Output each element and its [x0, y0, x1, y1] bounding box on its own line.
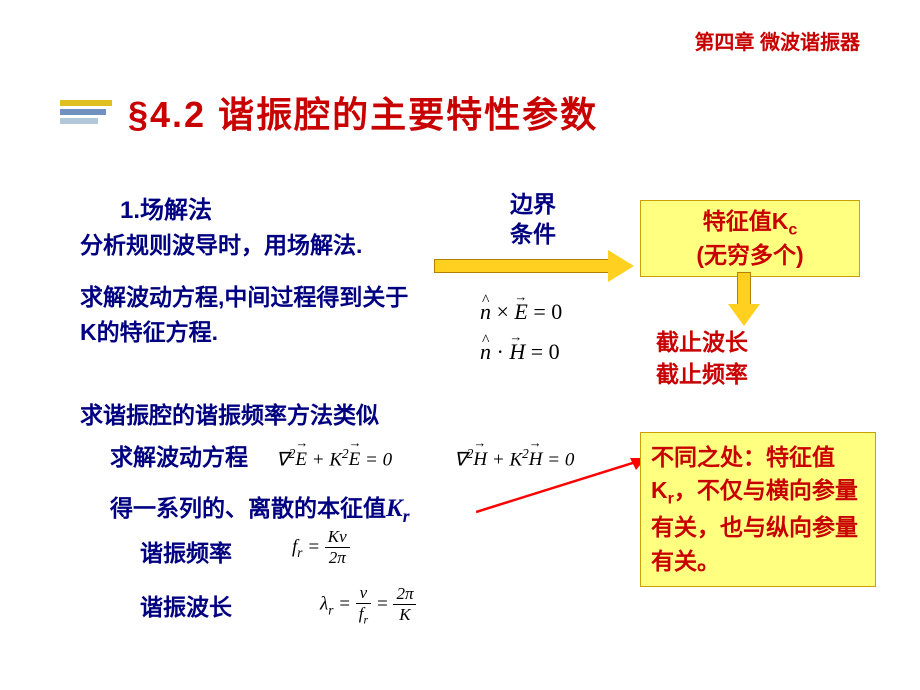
equation-fr: fr = Kv2π — [292, 528, 350, 568]
label-resonant-wavelength: 谐振波长 — [140, 590, 232, 625]
paragraph-2: 求解波动方程,中间过程得到关于K的特征方程. — [80, 280, 420, 349]
label-resonant-frequency: 谐振频率 — [140, 536, 232, 571]
title-bullet-icon — [60, 100, 112, 124]
boundary-equations: n × E = 0 n · H = 0 — [480, 292, 562, 371]
title-row: §4.2 谐振腔的主要特性参数 — [60, 86, 860, 138]
difference-box: 不同之处：特征值Kr，不仅与横向参量有关，也与纵向参量有关。 — [640, 432, 876, 587]
arrow-right-icon — [434, 256, 634, 276]
eigenvalue-box: 特征值Kc (无穷多个) — [640, 200, 860, 277]
chapter-header: 第四章 微波谐振器 — [694, 26, 860, 55]
red-arrow-icon — [476, 456, 646, 516]
page-title: §4.2 谐振腔的主要特性参数 — [128, 86, 598, 138]
cutoff-label: 截止波长截止频率 — [656, 326, 748, 390]
paragraph-3: 求谐振腔的谐振频率方法类似 — [80, 398, 379, 433]
section-1-heading: 1.场解法 — [120, 190, 212, 225]
paragraph-5: 得一系列的、离散的本征值Kr — [110, 490, 410, 529]
arrow-down-icon — [734, 272, 754, 326]
equation-lambda-r: λr = vfr = 2πK — [320, 584, 416, 626]
paragraph-1: 分析规则波导时，用场解法. — [80, 228, 460, 263]
wave-equation-E: ∇2E + K2E = 0 — [276, 446, 392, 471]
boundary-condition-label: 边界条件 — [510, 190, 556, 250]
paragraph-4: 求解波动方程 — [110, 440, 248, 475]
